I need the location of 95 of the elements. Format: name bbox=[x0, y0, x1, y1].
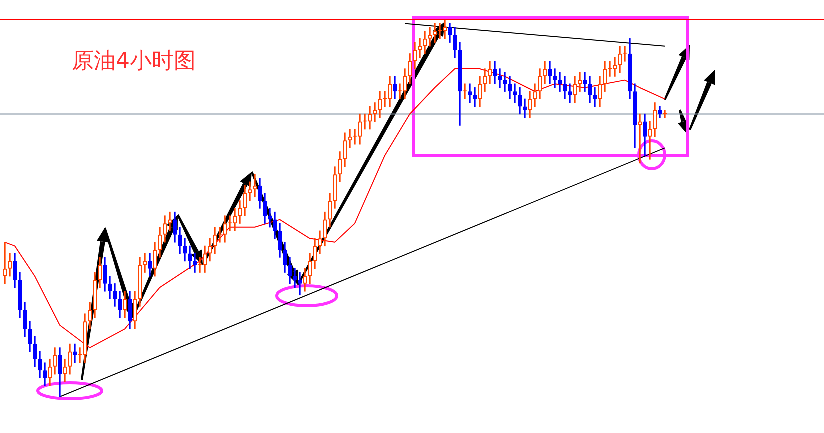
candlestick bbox=[53, 348, 57, 375]
candlestick bbox=[428, 27, 432, 47]
candlestick bbox=[303, 268, 307, 292]
candlestick bbox=[658, 106, 662, 118]
candlestick bbox=[453, 27, 457, 58]
candlestick bbox=[128, 291, 132, 330]
candlestick bbox=[13, 253, 17, 288]
candlestick bbox=[288, 257, 292, 284]
candlestick bbox=[118, 291, 122, 318]
candlestick bbox=[88, 302, 92, 330]
candlestick bbox=[123, 291, 127, 318]
candlestick bbox=[268, 208, 272, 228]
candlestick bbox=[213, 227, 217, 254]
candlestick bbox=[653, 102, 657, 138]
candlestick bbox=[28, 321, 32, 352]
candlestick bbox=[23, 302, 27, 338]
candlestick bbox=[488, 61, 492, 84]
candlestick bbox=[108, 276, 112, 300]
candlestick bbox=[408, 54, 412, 84]
candlestick bbox=[133, 291, 137, 330]
candlestick bbox=[153, 242, 157, 277]
candlestick bbox=[48, 358, 52, 386]
candlestick bbox=[518, 88, 522, 115]
candlestick bbox=[538, 68, 542, 100]
candlestick bbox=[413, 42, 417, 70]
candlestick bbox=[573, 76, 577, 104]
candlestick bbox=[373, 102, 377, 122]
candlestick bbox=[478, 76, 482, 108]
candlestick bbox=[533, 84, 537, 108]
candlestick bbox=[263, 193, 267, 224]
candlestick bbox=[468, 84, 472, 104]
candlestick bbox=[308, 253, 312, 284]
candlestick bbox=[283, 242, 287, 273]
candlestick bbox=[178, 227, 182, 254]
candlestick bbox=[643, 114, 647, 156]
candlestick bbox=[38, 351, 42, 378]
candlestick bbox=[508, 76, 512, 100]
candlestick bbox=[43, 362, 47, 386]
candlestick bbox=[458, 42, 462, 126]
candlestick bbox=[563, 76, 567, 100]
candlestick bbox=[393, 76, 397, 100]
candlestick bbox=[523, 98, 527, 118]
candlestick bbox=[338, 152, 342, 182]
candlestick bbox=[633, 84, 637, 149]
candlestick bbox=[8, 253, 12, 277]
candlestick bbox=[248, 182, 252, 202]
candlestick bbox=[548, 61, 552, 84]
candlestick bbox=[243, 186, 247, 216]
candlestick bbox=[273, 212, 277, 239]
candlestick bbox=[333, 166, 337, 209]
candlestick bbox=[328, 193, 332, 228]
candlestick bbox=[33, 336, 37, 368]
candlestick bbox=[58, 348, 62, 397]
candlestick bbox=[98, 257, 102, 288]
candlestick bbox=[93, 272, 97, 318]
candlestick bbox=[138, 257, 142, 307]
candlestick bbox=[68, 344, 72, 375]
candlestick bbox=[543, 61, 547, 84]
candlestick bbox=[258, 178, 262, 209]
candlestick bbox=[323, 212, 327, 247]
candlestick bbox=[18, 272, 22, 318]
candlestick bbox=[183, 238, 187, 262]
candlestick bbox=[173, 212, 177, 243]
candlestick bbox=[498, 68, 502, 88]
candlestick bbox=[568, 84, 572, 104]
candlestick bbox=[423, 30, 427, 54]
candlestick bbox=[628, 38, 632, 100]
candlestick bbox=[513, 84, 517, 104]
candlestick bbox=[648, 121, 652, 160]
candlestick bbox=[343, 132, 347, 168]
candlestick bbox=[113, 284, 117, 307]
candlestick bbox=[448, 23, 452, 43]
candlestick bbox=[188, 246, 192, 270]
candlestick bbox=[598, 76, 602, 108]
text: 原油4小时图 bbox=[72, 48, 196, 76]
candlestick bbox=[163, 216, 167, 243]
candlestick bbox=[588, 76, 592, 104]
candlestick bbox=[313, 238, 317, 270]
candlestick bbox=[278, 223, 282, 258]
candlestick bbox=[3, 242, 7, 284]
candlestick bbox=[378, 91, 382, 118]
candlestick bbox=[603, 61, 607, 92]
candlestick bbox=[483, 68, 487, 92]
candlestick bbox=[148, 253, 152, 277]
candlestick bbox=[103, 257, 107, 292]
candlestick bbox=[318, 230, 322, 254]
candlestick bbox=[63, 358, 67, 382]
candlestick bbox=[618, 46, 622, 74]
candlestick bbox=[158, 227, 162, 258]
candlestick bbox=[208, 238, 212, 262]
candlestick bbox=[298, 272, 302, 296]
candlestick bbox=[238, 200, 242, 224]
candlestick bbox=[493, 61, 497, 84]
candlestick bbox=[553, 68, 557, 88]
candlestick bbox=[528, 91, 532, 118]
